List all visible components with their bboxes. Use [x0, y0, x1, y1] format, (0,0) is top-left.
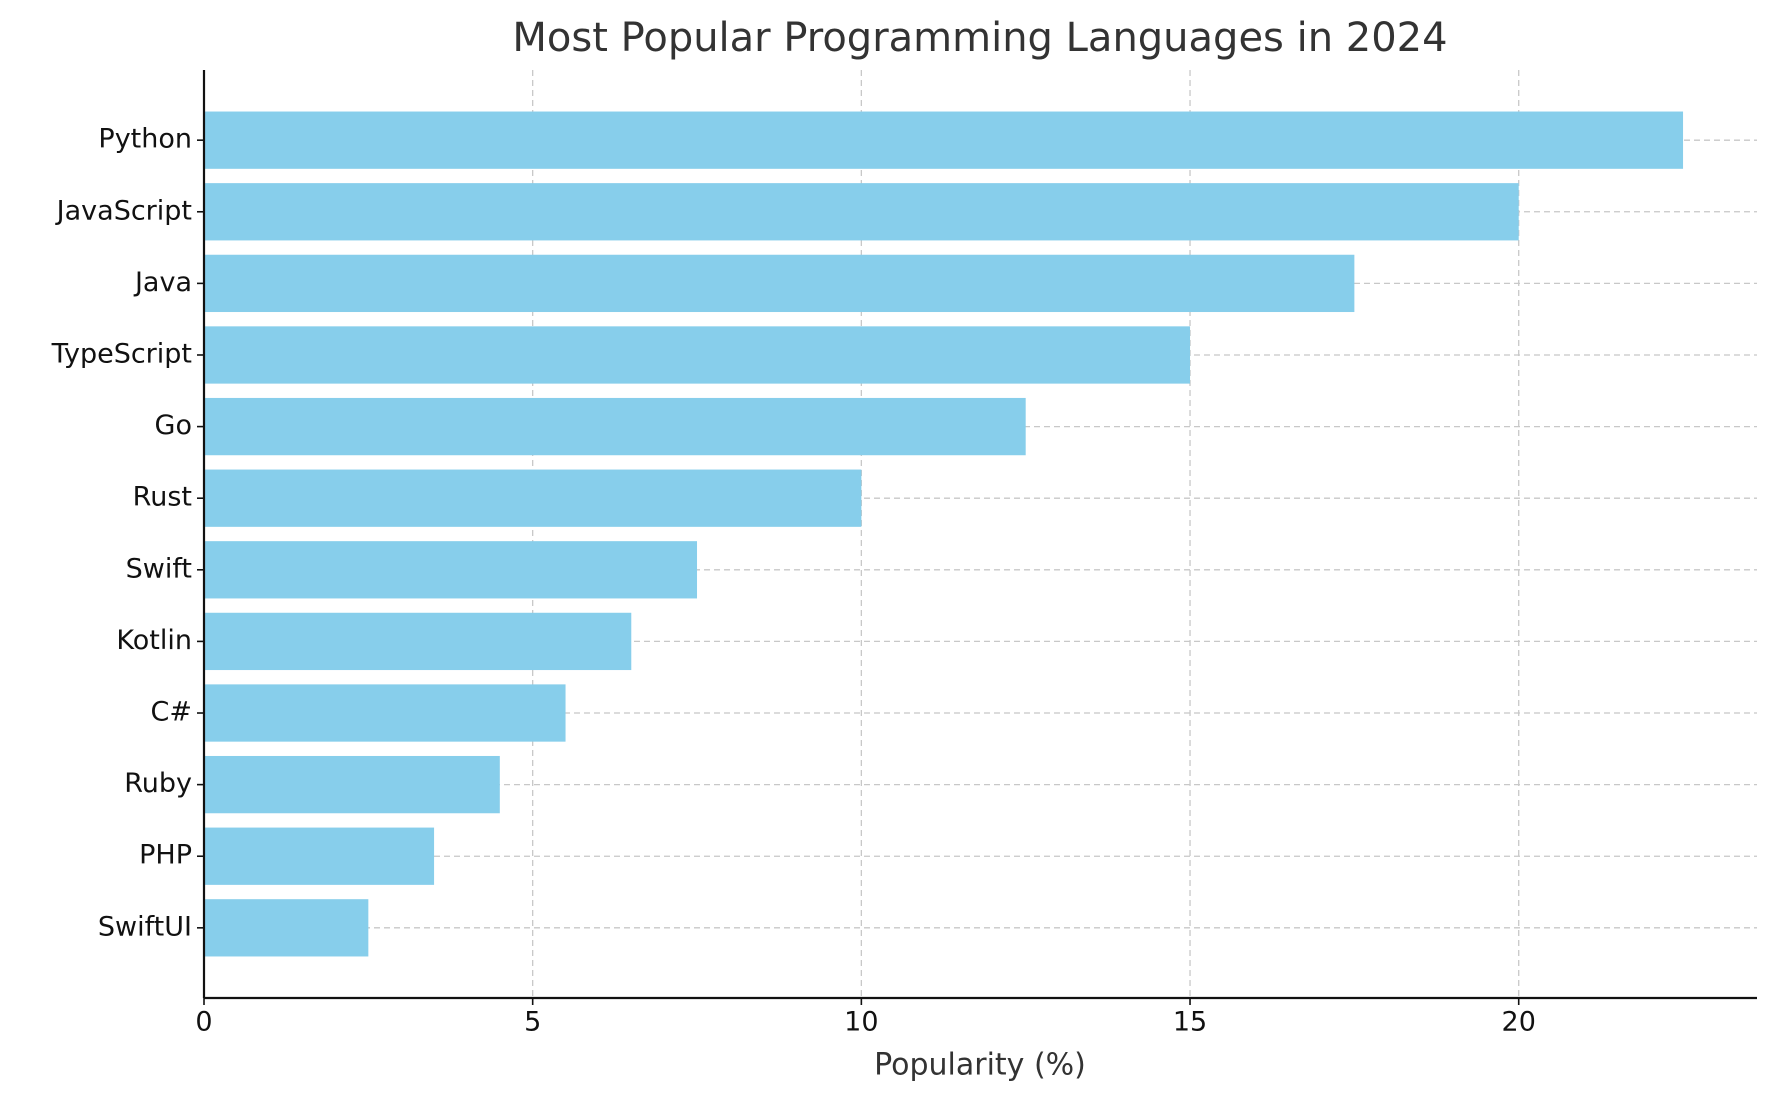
y-tick-label: Kotlin: [116, 625, 192, 656]
bar: [204, 111, 1684, 169]
y-tick-label: Python: [98, 124, 192, 155]
x-tick-label: 10: [844, 1007, 878, 1038]
y-tick-label: Ruby: [124, 768, 192, 799]
y-tick-label: Rust: [133, 482, 192, 513]
y-tick-label: C#: [151, 697, 192, 728]
bar: [204, 684, 566, 742]
x-axis-label: Popularity (%): [874, 1048, 1086, 1083]
x-tick-label: 5: [524, 1007, 541, 1038]
y-tick-label: TypeScript: [51, 338, 192, 369]
bar: [204, 899, 369, 957]
bar: [204, 254, 1355, 313]
y-tick-label: SwiftUI: [98, 911, 192, 942]
y-tick-label: Go: [155, 410, 192, 441]
y-tick-label: PHP: [139, 840, 192, 871]
bar: [204, 397, 1026, 456]
x-tick-label: 0: [195, 1007, 212, 1038]
y-tick-label: Swift: [126, 553, 192, 584]
bar: [204, 827, 435, 885]
bar: [204, 541, 698, 599]
x-tick-label: 20: [1502, 1007, 1536, 1038]
bar: [204, 183, 1519, 241]
bar: [204, 326, 1191, 384]
y-tick-label: Java: [133, 267, 192, 298]
bar: [204, 469, 862, 527]
chart-title: Most Popular Programming Languages in 20…: [512, 15, 1447, 61]
bar: [204, 755, 500, 814]
y-tick-label: JavaScript: [55, 195, 192, 226]
x-tick-label: 15: [1173, 1007, 1207, 1038]
bar: [204, 612, 632, 671]
